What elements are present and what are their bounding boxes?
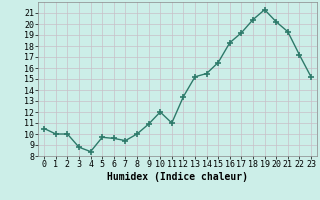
X-axis label: Humidex (Indice chaleur): Humidex (Indice chaleur) xyxy=(107,172,248,182)
